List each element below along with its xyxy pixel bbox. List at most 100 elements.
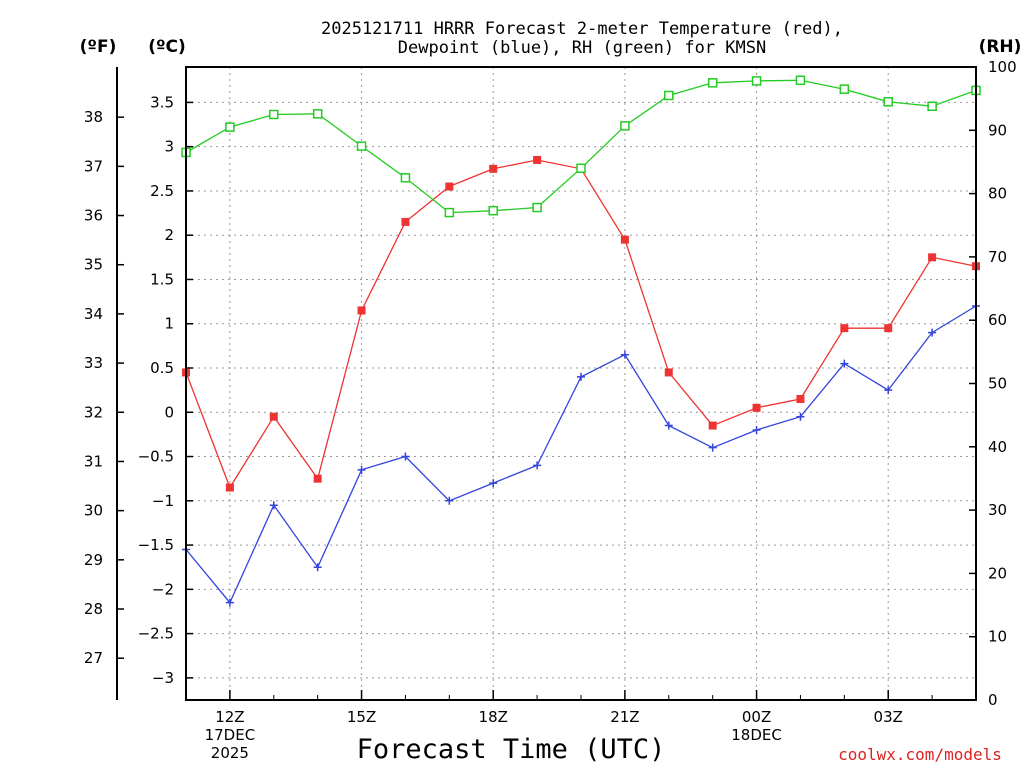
rh-point (839, 84, 850, 94)
rh-point (664, 90, 674, 101)
x-tick-label: 12Z (215, 708, 244, 726)
x-tick-label: 15Z (347, 708, 376, 726)
temperature-point (225, 483, 234, 492)
temperature-point (884, 324, 893, 333)
celsius-tick-label: −3 (152, 669, 174, 687)
rh-point (620, 121, 630, 131)
temperature-point (269, 412, 278, 421)
rh-point (225, 122, 235, 132)
rh-point (927, 101, 937, 111)
celsius-tick-label: −2 (152, 580, 174, 598)
rh-point (883, 97, 893, 107)
fahrenheit-unit-label: (ºF) (80, 37, 117, 57)
x-tick-label: 21Z (610, 708, 639, 726)
celsius-tick-label: −0.5 (138, 448, 174, 466)
celsius-tick-label: 0 (164, 403, 174, 421)
rh-point (269, 109, 279, 120)
celsius-tick-label: −1 (152, 492, 174, 510)
temperature-point (840, 324, 849, 333)
rh-point (576, 163, 586, 174)
fahrenheit-tick-label: 35 (84, 256, 103, 274)
dewpoint-point (577, 372, 585, 381)
dewpoint-point (796, 412, 805, 421)
rh-tick-label: 0 (988, 691, 998, 709)
fahrenheit-tick-label: 31 (84, 452, 103, 470)
fahrenheit-tick-label: 33 (84, 354, 103, 372)
temperature-point (313, 474, 322, 483)
fahrenheit-tick-label: 28 (84, 600, 103, 618)
rh-point (751, 76, 762, 86)
rh-tick-label: 40 (988, 438, 1007, 456)
rh-tick-label: 70 (988, 248, 1007, 266)
dewpoint-point (269, 501, 278, 510)
rh-point (312, 109, 323, 119)
rh-tick-label: 20 (988, 564, 1007, 582)
dewpoint-point (928, 328, 937, 337)
title-line-2: Dewpoint (blue), RH (green) for KMSN (398, 38, 766, 58)
temperature-point (401, 217, 410, 226)
fahrenheit-tick-label: 36 (84, 207, 103, 225)
temperature-point (664, 368, 673, 377)
celsius-tick-label: −2.5 (138, 625, 174, 643)
temperature-point (708, 421, 717, 430)
fahrenheit-tick-label: 29 (84, 551, 103, 569)
temperature-point (752, 403, 761, 412)
rh-axis: 0 10 20 30 40 50 60 70 80 90 100 (969, 58, 1017, 709)
dewpoint-point (313, 563, 322, 572)
rh-point (400, 173, 411, 183)
temperature-point (357, 306, 366, 315)
dewpoint-series (182, 302, 980, 607)
dewpoint-point (533, 461, 542, 470)
celsius-axis: −3 −2.5 −2 −1.5 −1 −0.5 0 0.5 1 1.5 2 2.5 3 3.5 (138, 93, 193, 687)
dewpoint-point (445, 496, 454, 505)
celsius-tick-label: 3.5 (150, 93, 174, 111)
rh-tick-label: 10 (988, 628, 1007, 646)
dewpoint-point (884, 386, 893, 395)
rh-unit-label: (RH) (979, 37, 1022, 57)
rh-tick-label: 30 (988, 501, 1007, 519)
x-tick-label: 00Z (742, 708, 771, 726)
dewpoint-point (225, 598, 234, 607)
rh-point (356, 141, 367, 151)
dewpoint-point (708, 443, 717, 452)
dewpoint-point (752, 425, 761, 434)
x-tick-label: 2025 (211, 744, 249, 762)
dewpoint-point (489, 479, 498, 488)
celsius-tick-label: 1.5 (150, 270, 174, 288)
temperature-line (185, 159, 977, 489)
rh-tick-label: 50 (988, 375, 1007, 393)
dewpoint-point (840, 359, 849, 368)
rh-tick-label: 80 (988, 185, 1007, 203)
dewpoint-point (664, 421, 673, 430)
rh-point (488, 205, 498, 216)
fahrenheit-tick-label: 38 (84, 108, 103, 126)
dewpoint-line (185, 305, 977, 604)
x-axis-label: Forecast Time (UTC) (357, 734, 666, 765)
dewpoint-point (357, 465, 366, 474)
series-layer (181, 75, 981, 607)
fahrenheit-tick-label: 37 (84, 157, 103, 175)
celsius-tick-label: 2 (164, 226, 174, 244)
chart-title: 2025121711 HRRR Forecast 2-meter Tempera… (321, 19, 843, 58)
rh-tick-label: 90 (988, 121, 1007, 139)
x-tick-label: 18DEC (731, 726, 782, 744)
watermark: coolwx.com/models (838, 745, 1002, 764)
x-tick-label: 18Z (479, 708, 508, 726)
temperature-point (445, 182, 454, 191)
rh-point (532, 202, 542, 213)
rh-point (707, 78, 718, 88)
fahrenheit-tick-label: 30 (84, 502, 103, 520)
celsius-tick-label: 3 (164, 138, 174, 156)
rh-point (444, 207, 455, 218)
temperature-point (928, 253, 937, 262)
temperature-point (489, 164, 498, 173)
grid (186, 67, 976, 700)
x-tick-label: 17DEC (205, 726, 256, 744)
celsius-tick-label: 2.5 (150, 182, 174, 200)
temperature-point (796, 394, 805, 403)
rh-tick-label: 100 (988, 58, 1017, 76)
celsius-tick-label: −1.5 (138, 536, 174, 554)
celsius-unit-label: (ºC) (148, 37, 186, 57)
